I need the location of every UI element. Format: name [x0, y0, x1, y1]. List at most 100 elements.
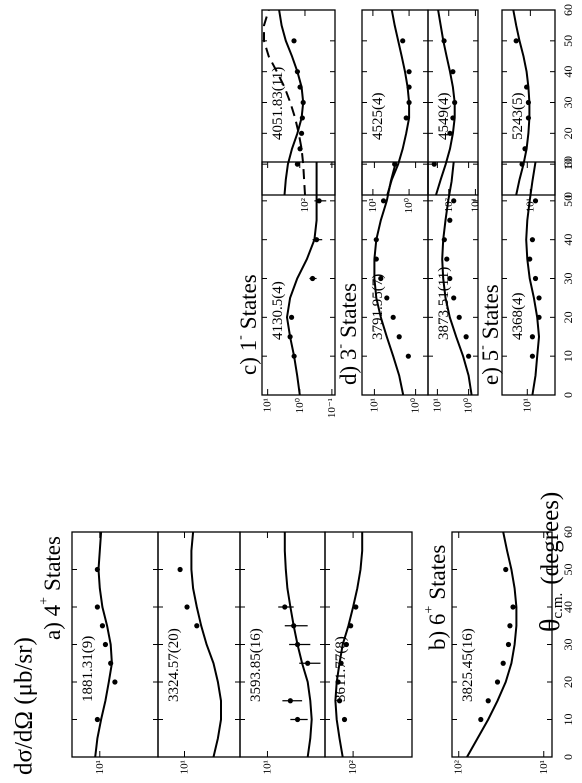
x-tick-label: 20 [561, 127, 575, 139]
y-tick-label: 10¹ [469, 198, 481, 212]
x-axis-subscript: c.m. [550, 593, 566, 619]
group-title-sup: - [233, 335, 248, 340]
y-tick-label: 10⁰ [463, 397, 475, 413]
group-title-sup: - [333, 344, 348, 349]
data-point [294, 716, 301, 723]
data-point [406, 99, 412, 106]
y-tick-label: 10¹ [538, 760, 550, 774]
x-tick-label: 60 [561, 526, 575, 538]
group-title-rest: States [336, 283, 361, 338]
group-title-text: a) 4 [40, 604, 65, 640]
x-tick-label: 30 [561, 97, 575, 109]
data-point [529, 353, 536, 359]
y-tick-label: 10¹ [524, 198, 536, 212]
data-point [378, 275, 384, 282]
state-label: 3825.45(16) [460, 628, 476, 702]
y-tick-label: 10¹ [94, 760, 106, 774]
data-point [494, 679, 501, 685]
data-point [529, 334, 536, 340]
data-point [450, 115, 456, 121]
data-point [406, 69, 412, 75]
data-point [384, 295, 390, 301]
y-tick-label: 10¹ [178, 760, 190, 774]
dwba-curve-dashed [263, 9, 306, 196]
dwba-curve [334, 532, 364, 758]
data-point [396, 334, 402, 340]
y-tick-label: 10⁻¹ [326, 398, 338, 418]
data-point [298, 130, 305, 136]
x-tick-label: 0 [561, 392, 575, 398]
x-tick-label: 20 [561, 676, 575, 688]
data-point [519, 161, 525, 167]
data-point [505, 641, 512, 648]
data-point [392, 161, 398, 167]
data-point [485, 698, 491, 704]
data-point [294, 161, 301, 167]
y-axis-label: dσ/dΩ (μb/sr) [11, 637, 38, 775]
x-tick-label: 0 [561, 754, 575, 760]
data-point [431, 161, 437, 167]
data-point [451, 295, 457, 301]
group-title: d) 3- States [333, 283, 361, 385]
data-point [291, 623, 297, 629]
data-point [294, 641, 301, 648]
state-label: 3873.51(11) [436, 267, 452, 340]
data-point [335, 679, 341, 685]
data-point [441, 237, 447, 243]
data-point [451, 198, 457, 204]
y-tick-label: 10² [443, 197, 455, 212]
data-point [309, 275, 316, 282]
group-title-rest: States [478, 284, 503, 339]
x-tick-label: 50 [561, 564, 575, 576]
panel-frame [501, 161, 556, 396]
dwba-curve [386, 9, 411, 196]
state-label: 4051.83(11) [270, 67, 286, 140]
group-title: b) 6+ States [422, 545, 450, 650]
data-point [341, 716, 348, 723]
y-tick-label: 10² [453, 759, 465, 774]
data-point [522, 146, 528, 152]
state-label: 4549(4) [436, 93, 452, 141]
group-title-text: b) 6 [425, 614, 450, 650]
data-point [513, 38, 519, 44]
data-point [525, 99, 532, 106]
group-title-text: c) 1 [236, 340, 261, 375]
x-tick-label: 40 [561, 234, 575, 246]
group-title-sup: - [475, 345, 490, 350]
data-point [441, 38, 447, 44]
y-tick-label: 10⁰ [410, 397, 422, 413]
data-point [450, 69, 456, 75]
data-point [287, 698, 293, 704]
data-point [466, 353, 472, 359]
data-point [194, 623, 200, 629]
data-point [527, 256, 533, 262]
group-title-text: e) 5 [478, 350, 503, 385]
data-point [406, 84, 412, 90]
x-tick-label: 0 [561, 192, 575, 198]
dwba-curve [441, 161, 473, 396]
state-label: 1881.31(9) [80, 636, 96, 702]
x-axis-symbol: θ [535, 619, 566, 632]
y-tick-label: 10¹ [261, 760, 273, 774]
data-point [94, 716, 100, 723]
group-title-sup: + [422, 606, 437, 614]
group-title-text: d) 3 [336, 349, 361, 385]
data-point [536, 295, 542, 301]
data-point [405, 353, 411, 359]
panel-frame [261, 161, 336, 396]
dwba-curve [525, 161, 541, 396]
state-label: 3324.57(20) [166, 628, 182, 702]
group-title: c) 1- States [233, 274, 261, 375]
data-point [400, 38, 406, 44]
data-point [287, 334, 293, 340]
data-point [532, 198, 539, 204]
data-point [343, 641, 349, 648]
data-point [338, 660, 344, 666]
dwba-curve [373, 161, 405, 396]
y-tick-label: 10¹ [521, 398, 533, 412]
data-point [282, 604, 288, 610]
y-tick-label: 10⁰ [403, 197, 415, 213]
data-point [452, 99, 458, 106]
